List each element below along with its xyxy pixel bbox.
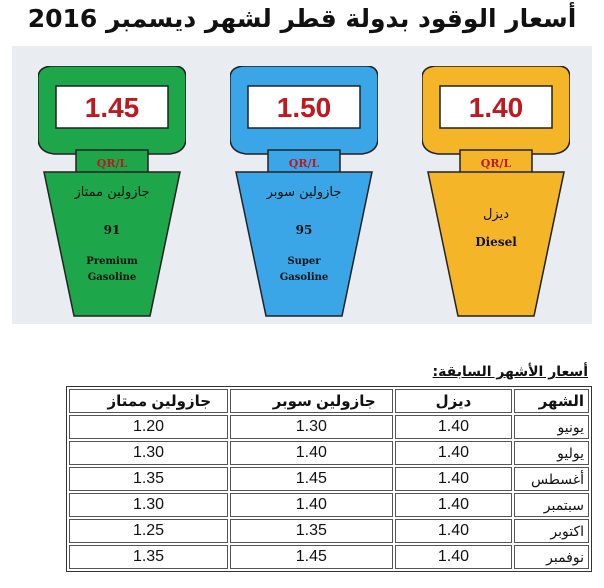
super-grade: 95 [296, 223, 313, 237]
super-name-ar: جازولين سوبر [266, 185, 342, 200]
super-name-en-2: Gasoline [280, 272, 329, 283]
cell-premium: 1.25 [69, 519, 229, 543]
diesel-pump-body [422, 66, 570, 317]
super-unit: QR/L [289, 157, 320, 170]
previous-months-label: أسعار الأشهر السابقة: [432, 364, 588, 380]
super-pump: 1.50 QR/L جازولين سوبر 95 Super Gasoline [230, 66, 378, 322]
table-row: 1.30 1.40 1.40 يوليو [69, 441, 589, 465]
diesel-name-en: Diesel [475, 235, 517, 249]
cell-diesel: 1.40 [394, 493, 513, 517]
premium-unit: QR/L [97, 157, 128, 170]
cell-month: أغسطس [514, 467, 589, 491]
premium-pump: 1.45 QR/L جازولين ممتاز 91 Premium Gasol… [38, 66, 186, 322]
super-pump-body [230, 66, 378, 317]
cell-month: يوليو [514, 441, 589, 465]
cell-premium: 1.35 [69, 545, 229, 569]
cell-diesel: 1.40 [394, 519, 513, 543]
cell-diesel: 1.40 [394, 441, 513, 465]
premium-price: 1.45 [85, 92, 140, 123]
diesel-name-ar: ديزل [483, 207, 509, 222]
header-premium: جازولين ممتاز [69, 389, 229, 413]
premium-pump-body [38, 66, 186, 317]
cell-premium: 1.30 [69, 441, 229, 465]
page-title: أسعار الوقود بدولة قطر لشهر ديسمبر 2016 [27, 4, 577, 33]
cell-super: 1.45 [230, 467, 393, 491]
premium-name-ar: جازولين ممتاز [73, 185, 149, 200]
cell-super: 1.30 [230, 415, 393, 439]
header-diesel: ديزل [394, 389, 513, 413]
table-header-row: جازولين ممتاز جازولين سوبر ديزل الشهر [69, 389, 589, 413]
header-super: جازولين سوبر [230, 389, 393, 413]
cell-premium: 1.20 [69, 415, 229, 439]
table-row: 1.35 1.45 1.40 نوفمبر [69, 545, 589, 569]
super-price: 1.50 [277, 92, 332, 123]
cell-month: نوفمبر [514, 545, 589, 569]
cell-premium: 1.35 [69, 467, 229, 491]
premium-grade: 91 [104, 223, 121, 237]
table-row: 1.35 1.45 1.40 أغسطس [69, 467, 589, 491]
cell-month: سبتمبر [514, 493, 589, 517]
premium-name-en-1: Premium [86, 256, 138, 267]
diesel-price: 1.40 [469, 92, 524, 123]
cell-month: يونيو [514, 415, 589, 439]
diesel-pump: 1.40 QR/L ديزل Diesel [422, 66, 570, 322]
previous-prices-table: جازولين ممتاز جازولين سوبر ديزل الشهر 1.… [66, 386, 592, 572]
premium-pump-graphic: 1.45 QR/L جازولين ممتاز 91 Premium Gasol… [38, 66, 186, 317]
table-row: 1.20 1.30 1.40 يونيو [69, 415, 589, 439]
header-month: الشهر [514, 389, 589, 413]
cell-month: اكتوبر [514, 519, 589, 543]
super-pump-graphic: 1.50 QR/L جازولين سوبر 95 Super Gasoline [230, 66, 378, 317]
cell-super: 1.35 [230, 519, 393, 543]
diesel-unit: QR/L [481, 157, 512, 170]
table-row: 1.25 1.35 1.40 اكتوبر [69, 519, 589, 543]
cell-diesel: 1.40 [394, 415, 513, 439]
cell-diesel: 1.40 [394, 545, 513, 569]
cell-super: 1.45 [230, 545, 393, 569]
cell-super: 1.40 [230, 493, 393, 517]
table-row: 1.30 1.40 1.40 سبتمبر [69, 493, 589, 517]
cell-premium: 1.30 [69, 493, 229, 517]
diesel-pump-graphic: 1.40 QR/L ديزل Diesel [422, 66, 570, 317]
premium-name-en-2: Gasoline [88, 272, 137, 283]
cell-diesel: 1.40 [394, 467, 513, 491]
super-name-en-1: Super [287, 256, 321, 267]
cell-super: 1.40 [230, 441, 393, 465]
